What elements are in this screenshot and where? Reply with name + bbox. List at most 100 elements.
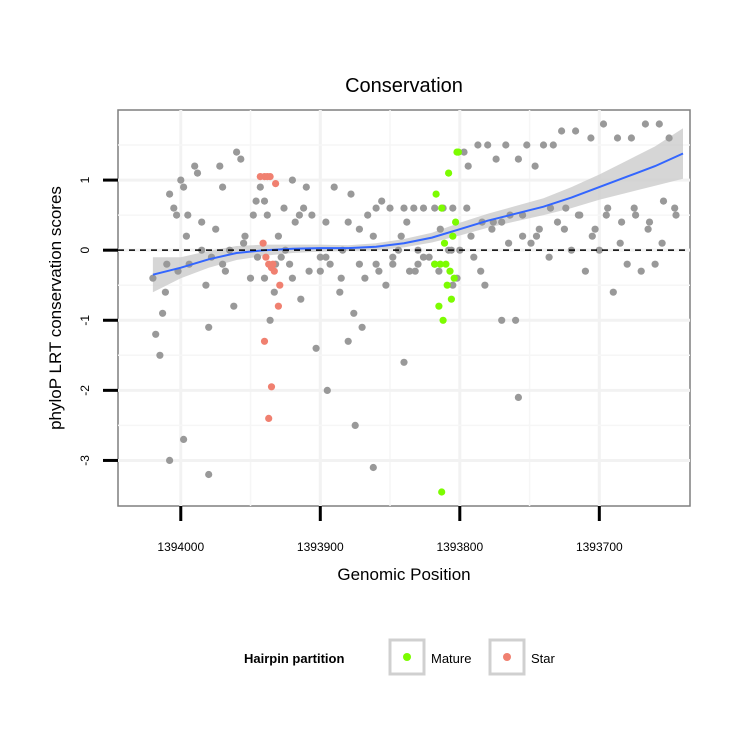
point-other-112	[595, 246, 603, 254]
point-other-176	[337, 274, 345, 282]
point-other-58	[361, 274, 369, 282]
point-other-47	[316, 267, 324, 275]
point-other-123	[645, 218, 654, 226]
point-other-16	[202, 281, 210, 289]
point-other-46	[312, 344, 320, 352]
point-star-8	[269, 260, 277, 268]
y-tick-label-3: -2	[78, 385, 92, 396]
point-other-37	[277, 253, 285, 261]
smooth-line-layer	[152, 152, 684, 276]
point-other-143	[295, 211, 303, 219]
point-other-82	[467, 232, 475, 240]
point-other-156	[477, 267, 485, 275]
legend-item-mature: Mature	[388, 638, 471, 676]
point-other-151	[403, 218, 411, 226]
point-other-104	[558, 127, 566, 135]
point-other-134	[369, 463, 377, 472]
point-other-69	[410, 204, 418, 212]
point-other-107	[572, 127, 580, 135]
point-other-178	[375, 267, 383, 275]
point-other-71	[419, 204, 428, 212]
x-tick-label-0: 1394000	[157, 540, 204, 554]
point-other-119	[627, 134, 636, 142]
point-other-29	[249, 211, 257, 219]
point-other-56	[355, 225, 363, 233]
point-other-57	[358, 323, 366, 331]
point-other-9	[177, 176, 185, 184]
point-other-44	[302, 183, 310, 191]
point-other-24	[230, 302, 238, 310]
point-mature-12	[450, 274, 458, 282]
point-other-161	[546, 204, 555, 212]
point-other-91	[502, 141, 510, 149]
point-other-60	[369, 232, 377, 240]
point-other-61	[372, 260, 380, 268]
point-mature-0	[432, 190, 440, 198]
legend-title: Hairpin partition	[244, 651, 344, 666]
point-other-182	[449, 281, 457, 289]
point-other-50	[330, 183, 338, 191]
point-other-51	[336, 288, 344, 296]
point-star-14	[267, 383, 276, 391]
point-other-100	[539, 141, 548, 149]
point-other-166	[616, 239, 624, 247]
point-other-53	[344, 337, 352, 345]
point-other-77	[449, 204, 457, 212]
point-other-83	[470, 253, 478, 261]
point-other-98	[531, 162, 539, 170]
point-other-169	[658, 239, 666, 247]
legend-swatch-star	[503, 653, 511, 661]
point-other-128	[671, 204, 679, 212]
point-other-109	[581, 267, 590, 275]
point-other-67	[400, 204, 408, 212]
point-other-63	[382, 281, 390, 289]
point-other-111	[591, 225, 599, 233]
point-other-74	[435, 267, 443, 275]
y-tick-label-1: 0	[78, 247, 92, 254]
point-other-22	[221, 267, 229, 275]
point-other-96	[523, 141, 531, 149]
point-other-36	[274, 232, 282, 240]
point-other-180	[411, 267, 419, 275]
point-other-34	[266, 316, 274, 324]
point-other-30	[252, 197, 260, 205]
point-other-120	[632, 211, 640, 219]
point-other-84	[474, 141, 482, 149]
point-other-59	[364, 211, 372, 219]
point-other-32	[260, 197, 269, 205]
point-other-7	[173, 211, 181, 219]
point-mature-16	[438, 488, 446, 496]
point-other-72	[425, 253, 433, 261]
point-other-137	[514, 393, 523, 401]
legend: Hairpin partition Mature Star	[244, 638, 556, 676]
point-other-93	[511, 316, 520, 324]
point-other-101	[545, 253, 553, 261]
x-axis-title: Genomic Position	[337, 565, 470, 584]
y-tick-label-4: -3	[78, 455, 92, 466]
point-other-122	[641, 120, 650, 128]
point-other-81	[464, 162, 472, 170]
point-other-175	[322, 253, 330, 261]
point-other-35	[270, 288, 278, 296]
point-other-21	[219, 183, 227, 191]
point-other-129	[166, 456, 174, 464]
y-tick-label-2: -1	[78, 315, 92, 326]
point-other-133	[351, 421, 359, 429]
point-other-131	[205, 470, 213, 479]
point-other-6	[170, 204, 178, 212]
point-other-99	[535, 225, 543, 233]
points-layer	[149, 120, 680, 496]
point-other-148	[198, 246, 206, 254]
axes-layer: 1394000 1393900 1393800 1393700 1 0 -1 -2 -3	[78, 176, 623, 554]
point-other-55	[350, 309, 358, 317]
point-other-49	[326, 260, 334, 268]
x-tick-label-1: 1393900	[297, 540, 344, 554]
point-other-164	[588, 232, 596, 240]
point-other-158	[505, 239, 513, 247]
point-other-114	[604, 204, 612, 212]
point-other-39	[286, 260, 294, 268]
point-other-177	[355, 260, 363, 268]
x-tick-label-3: 1393700	[576, 540, 623, 554]
point-mature-9	[446, 267, 454, 275]
point-star-12	[276, 281, 284, 289]
